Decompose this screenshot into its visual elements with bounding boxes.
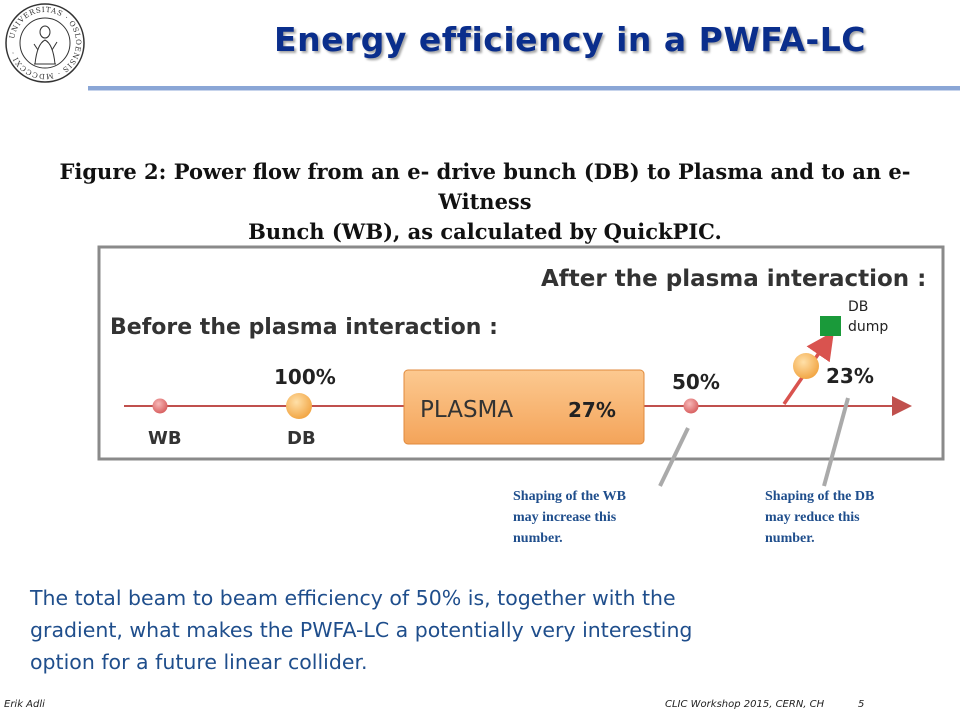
wb-note-line-2: may increase this bbox=[513, 510, 617, 525]
plasma-box bbox=[403, 369, 645, 445]
db-note-line-1: Shaping of the DB bbox=[765, 489, 875, 504]
svg-text:UNIVERSITAS · OSLOENSIS · MDCC: UNIVERSITAS · OSLOENSIS · MDCCCXI · bbox=[7, 5, 83, 81]
plasma-label: PLASMA bbox=[420, 397, 513, 423]
figure-caption-line-2: Bunch (WB), as calculated by QuickPIC. bbox=[248, 219, 722, 244]
db-after-percent-label: 23% bbox=[826, 364, 874, 388]
footer-author: Erik Adli bbox=[4, 699, 45, 710]
figure-caption: Figure 2: Power flow from an e- drive bu… bbox=[20, 157, 950, 247]
wb-label: WB bbox=[148, 428, 182, 449]
drive-bunch-after-marker bbox=[793, 353, 819, 379]
title-rule bbox=[88, 86, 960, 90]
plasma-percent-label: 27% bbox=[568, 398, 616, 422]
db-label: DB bbox=[287, 428, 316, 449]
witness-bunch-after-marker bbox=[683, 398, 699, 414]
summary-paragraph: The total beam to beam efficiency of 50%… bbox=[30, 582, 930, 678]
summary-line-3: option for a future linear collider. bbox=[30, 650, 368, 674]
summary-line-2: gradient, what makes the PWFA-LC a poten… bbox=[30, 618, 693, 642]
page-title: Energy efficiency in a PWFA-LC bbox=[274, 20, 866, 59]
wb-note-line-3: number. bbox=[513, 531, 563, 546]
drive-bunch-marker bbox=[286, 393, 312, 419]
power-flow-diagram: After the plasma interaction : Before th… bbox=[97, 245, 945, 461]
db-percent-label: 100% bbox=[274, 365, 336, 389]
witness-bunch-marker bbox=[152, 398, 168, 414]
db-dump-icon bbox=[820, 316, 841, 336]
db-note-line-2: may reduce this bbox=[765, 510, 860, 525]
db-shaping-note: Shaping of the DB may reduce this number… bbox=[765, 486, 874, 549]
summary-line-1: The total beam to beam efficiency of 50%… bbox=[30, 586, 676, 610]
before-interaction-label: Before the plasma interaction : bbox=[110, 315, 498, 340]
dump-label-db: DB bbox=[848, 299, 868, 315]
wb-after-percent-label: 50% bbox=[672, 370, 720, 394]
db-note-line-3: number. bbox=[765, 531, 815, 546]
university-seal-icon: UNIVERSITAS · OSLOENSIS · MDCCCXI · bbox=[5, 3, 85, 83]
title-rule-shadow bbox=[88, 90, 960, 91]
dump-label-dump: dump bbox=[848, 319, 888, 335]
footer-page-number: 5 bbox=[858, 699, 865, 710]
footer-event: CLIC Workshop 2015, CERN, CH bbox=[665, 699, 825, 710]
figure-caption-line-1: Figure 2: Power flow from an e- drive bu… bbox=[59, 159, 911, 214]
wb-note-line-1: Shaping of the WB bbox=[513, 489, 626, 504]
wb-shaping-note: Shaping of the WB may increase this numb… bbox=[513, 486, 626, 549]
after-interaction-label: After the plasma interaction : bbox=[541, 266, 926, 292]
